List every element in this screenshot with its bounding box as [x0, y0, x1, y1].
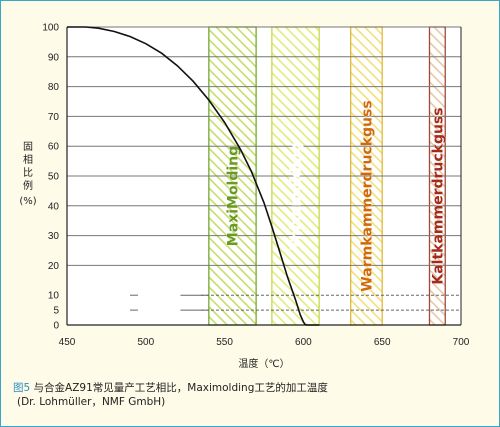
x-tick-label: 700 — [453, 337, 470, 348]
x-tick-label: 450 — [59, 337, 76, 348]
x-axis-label: 温度（℃） — [238, 357, 289, 370]
y-tick-label: 100 — [42, 23, 59, 34]
y-tick-label: 80 — [48, 82, 60, 93]
y-label-char: 固 — [23, 141, 33, 153]
caption-line1: 与合金AZ91常见量产工艺相比，Maximolding工艺的加工温度 — [30, 382, 328, 394]
caption-line2: (Dr. Lohmüller，NMF GmbH) — [17, 396, 166, 408]
axes — [66, 27, 462, 326]
x-tick-label: 550 — [216, 337, 233, 348]
x-tick-label: 650 — [374, 337, 391, 348]
solid-fraction-curve — [67, 26, 320, 326]
y-tick-label: 10 — [48, 291, 60, 302]
band-label: Warmkammerdruckguss — [359, 100, 375, 291]
band-labels: MaxiMolding Thixomolding Warmkammerdruckgu… — [225, 100, 446, 292]
y-tick-label: 90 — [48, 52, 60, 63]
x-tick-label: 500 — [137, 337, 154, 348]
x-tick-label: 600 — [295, 337, 312, 348]
band-label: MaxiMolding — [225, 146, 241, 246]
band-label: Thixomolding — [289, 143, 305, 250]
y-tick-label: 70 — [48, 112, 60, 123]
y-tick-label: 5 — [53, 306, 59, 317]
gridlines — [67, 26, 461, 311]
y-label-char: 相 — [23, 153, 33, 166]
y-label-unit: (%) — [19, 196, 36, 207]
y-label-char: 例 — [23, 179, 33, 192]
y-label-char: 比 — [23, 167, 33, 179]
figure-caption: 图5 与合金AZ91常见量产工艺相比，Maximolding工艺的加工温度 (D… — [13, 381, 483, 409]
y-tick-label: 60 — [48, 142, 60, 153]
y-tick-label: 40 — [48, 201, 60, 212]
tick-labels: 0 5 10 20 30 40 50 60 70 80 90 100 450 500 550 600 650 70… — [42, 23, 469, 349]
y-tick-label: 0 — [53, 321, 59, 332]
band-label: Kaltkammerdruckguss — [430, 107, 446, 284]
y-tick-label: 30 — [48, 231, 60, 242]
chart: 0 5 10 20 30 40 50 60 70 80 90 100 450 500 550 600 650 70… — [19, 23, 469, 371]
y-tick-label: 50 — [48, 172, 60, 183]
caption-fig-label: 图5 — [13, 382, 31, 394]
y-tick-label: 20 — [48, 261, 60, 272]
